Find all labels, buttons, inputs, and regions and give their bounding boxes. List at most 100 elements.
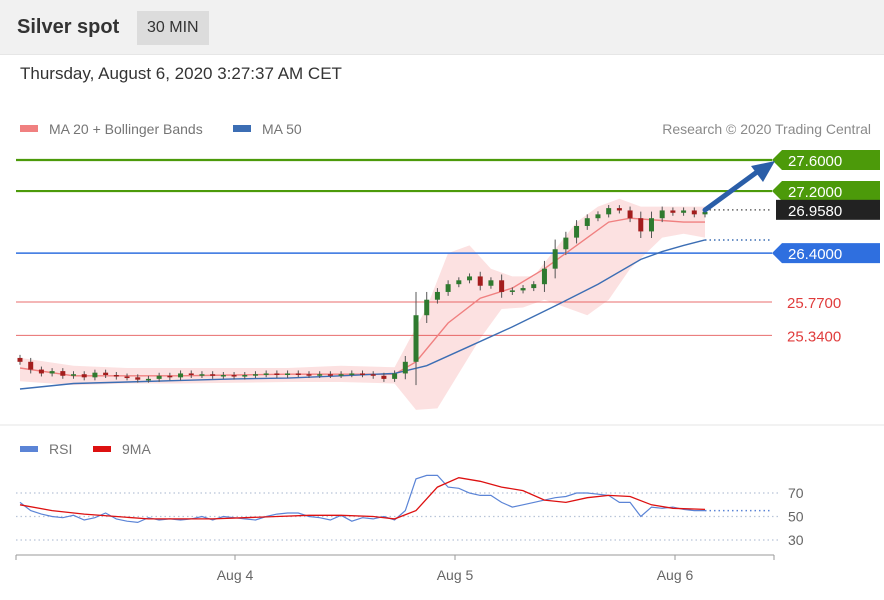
candle-body <box>338 374 344 376</box>
candle-body <box>167 375 173 378</box>
candle-body <box>670 210 676 213</box>
support-label-5: 25.3400 <box>787 328 841 345</box>
candle-body <box>563 237 569 250</box>
candle-body <box>616 208 622 211</box>
forecast-arrow-head <box>751 161 775 182</box>
candle-body <box>113 375 119 377</box>
candle-body <box>274 373 280 375</box>
rsi-panel: 70 50 30 <box>16 474 804 548</box>
chart-header: Silver spot 30 MIN <box>0 0 884 55</box>
candle-body <box>606 208 612 215</box>
candle-body <box>81 374 87 378</box>
candle-body <box>231 375 237 377</box>
candle-body <box>71 374 77 376</box>
rsi-tick-label-50: 50 <box>788 509 804 525</box>
candle-body <box>156 375 162 379</box>
candle-body <box>28 361 34 370</box>
candle-body <box>188 373 194 375</box>
time-axis-label: Aug 5 <box>437 567 474 583</box>
candle-body <box>488 280 494 286</box>
candle-body <box>681 210 687 213</box>
candle-body <box>413 315 419 362</box>
bollinger-band <box>20 198 705 410</box>
candle-body <box>370 374 376 376</box>
resistance-label-box-0 <box>772 150 880 170</box>
legend-label-rsi: RSI <box>49 441 72 457</box>
candle-body <box>584 218 590 226</box>
current-price-label: 26.9580 <box>788 203 842 220</box>
rsi-tick-label-30: 30 <box>788 532 804 548</box>
candle-body <box>327 374 333 376</box>
candle-body <box>638 218 644 232</box>
candle-body <box>509 290 515 292</box>
time-axis-label: Aug 6 <box>657 567 694 583</box>
rsi-9ma-line <box>19 477 706 520</box>
candle-body <box>124 376 130 379</box>
candle-body <box>317 374 323 376</box>
candle-body <box>659 210 665 219</box>
candle-body <box>178 373 184 378</box>
candle-body <box>477 276 483 286</box>
candle-body <box>349 373 355 375</box>
candle-body <box>360 373 365 375</box>
resistance-label-0: 27.6000 <box>788 153 842 170</box>
legend-swatch-ma50 <box>233 125 251 132</box>
candle-body <box>595 214 601 219</box>
legend-swatch-rsi <box>20 446 38 452</box>
ma50-line <box>19 239 706 390</box>
timestamp: Thursday, August 6, 2020 3:27:37 AM CET <box>20 64 342 83</box>
candle-body <box>285 373 291 375</box>
candle-body <box>199 374 205 376</box>
candle-body <box>263 373 269 375</box>
legend-label-ma50: MA 50 <box>262 121 302 137</box>
legend-label-9ma: 9MA <box>122 441 151 457</box>
candle-body <box>381 375 387 379</box>
rsi-tick-label-70: 70 <box>788 485 804 501</box>
forecast-arrow-shaft <box>702 169 760 213</box>
candle-body <box>627 210 633 219</box>
candle-body <box>402 361 408 374</box>
candle-body <box>306 374 312 376</box>
resistance-label-1: 27.2000 <box>788 184 842 201</box>
timeframe-badge[interactable]: 30 MIN <box>137 11 209 45</box>
instrument-title: Silver spot <box>17 16 120 38</box>
time-axis-label: Aug 4 <box>217 567 254 583</box>
candle-body <box>252 374 258 376</box>
candle-body <box>467 276 473 281</box>
legend-swatch-ma20 <box>20 125 38 132</box>
pivot-label-box-3 <box>772 243 880 264</box>
candle-body <box>295 373 301 375</box>
candle-body <box>392 373 398 379</box>
candle-body <box>242 375 248 377</box>
candle-body <box>92 372 98 378</box>
candle-body <box>434 291 440 300</box>
candle-body <box>424 299 430 316</box>
candle-body <box>210 374 216 376</box>
candle-body <box>531 284 537 289</box>
research-credit: Research © 2020 Trading Central <box>662 121 871 137</box>
candle-body <box>49 371 55 374</box>
support-label-4: 25.7700 <box>787 295 841 312</box>
candle-body <box>38 369 44 374</box>
candle-body <box>520 288 526 291</box>
resistance-label-box-1 <box>772 181 880 202</box>
candle-body <box>541 268 547 285</box>
candle-body <box>17 357 23 362</box>
candle-body <box>60 371 66 376</box>
candle-body <box>103 372 109 375</box>
legend-swatch-9ma <box>93 446 111 452</box>
candle-body <box>445 284 451 292</box>
candle-body <box>552 249 558 269</box>
time-axis: Aug 4 Aug 5 Aug 6 <box>15 554 775 583</box>
candle-body <box>702 212 708 215</box>
candle-body <box>145 378 151 381</box>
candle-body <box>648 218 654 232</box>
price-panel: 27.6000 27.2000 26.9580 26.4000 25.7700 25.34… <box>16 150 880 410</box>
candle-body <box>574 225 580 238</box>
candle-body <box>135 377 141 380</box>
candle-body <box>499 280 505 292</box>
rsi-line <box>19 474 705 524</box>
current-price-label-box <box>776 199 880 220</box>
candle-body <box>456 280 462 285</box>
